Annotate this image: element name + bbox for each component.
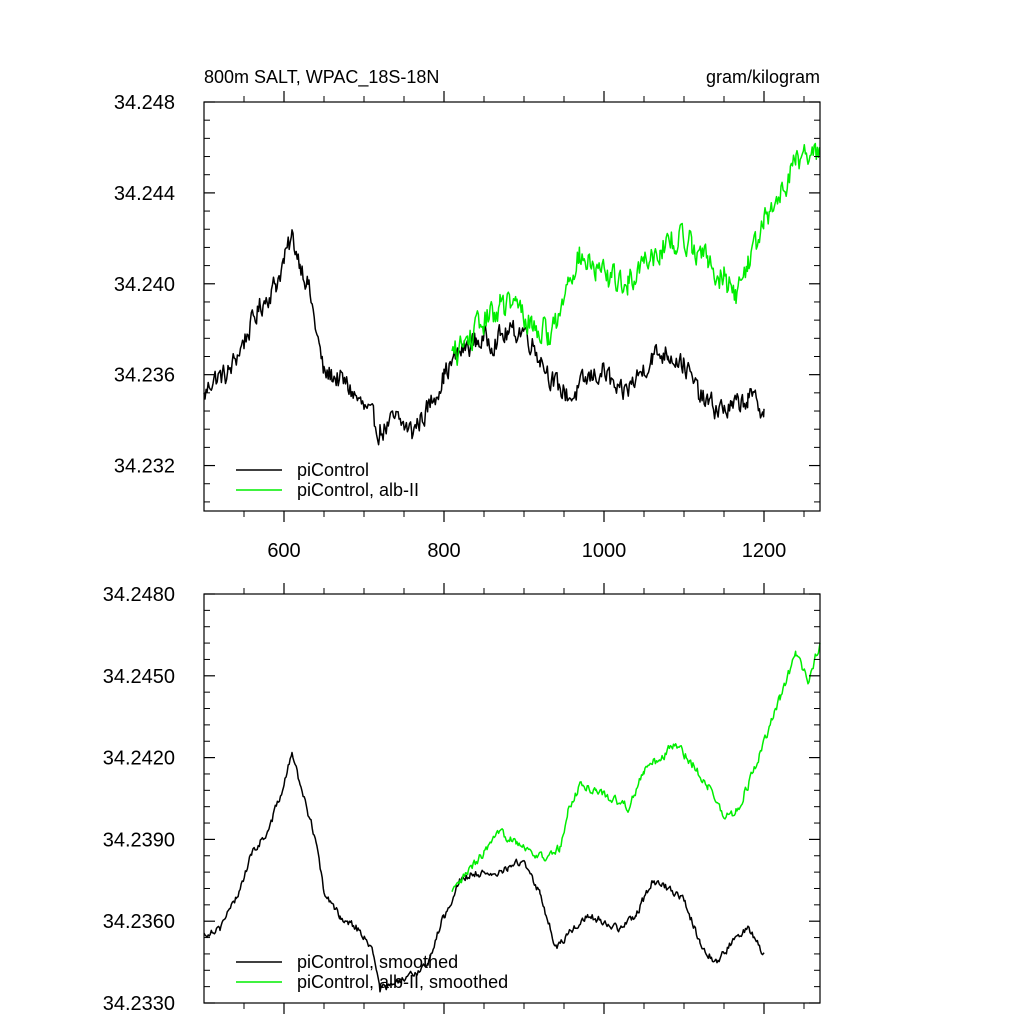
bottom-legend-label-0: piControl, smoothed xyxy=(297,952,458,972)
top-title-right: gram/kilogram xyxy=(706,67,820,87)
top-xtick-label-0: 600 xyxy=(267,540,300,562)
bottom-ytick-label-2: 34.2390 xyxy=(103,829,175,851)
top-series-1-line xyxy=(451,142,821,366)
bottom-ytick-label-0: 34.2330 xyxy=(103,993,175,1015)
top-legend: piControl piControl, alb-II xyxy=(236,460,419,500)
top-plot-lines xyxy=(203,142,821,446)
top-xtick-label-1: 800 xyxy=(427,540,460,562)
bottom-series-1-line xyxy=(451,642,821,893)
bottom-axis-ticks: 34.2330 34.2360 34.2390 34.2420 34.2450 34.24… xyxy=(103,583,820,1015)
top-ytick-label-1: 34.236 xyxy=(114,365,175,387)
bottom-plot-frame xyxy=(203,593,821,1004)
top-title-left: 800m SALT, WPAC_18S-18N xyxy=(204,67,439,88)
bottom-ytick-label-1: 34.2360 xyxy=(103,911,175,933)
bottom-ytick-label-3: 34.2420 xyxy=(103,748,175,770)
top-xtick-label-2: 1000 xyxy=(582,540,627,562)
top-series-0-line xyxy=(203,229,765,446)
top-xtick-label-3: 1200 xyxy=(742,540,787,562)
top-ytick-label-3: 34.244 xyxy=(114,183,175,205)
bottom-ytick-label-4: 34.2450 xyxy=(103,666,175,688)
top-ytick-label-0: 34.232 xyxy=(114,456,175,478)
bottom-panel: 34.2330 34.2360 34.2390 34.2420 34.2450 34.24… xyxy=(103,583,821,1015)
bottom-legend-label-1: piControl, alb-II, smoothed xyxy=(297,972,508,992)
bottom-plot-lines xyxy=(203,642,821,993)
top-axis-ticks: 34.232 34.236 34.240 34.244 34.248 600 800 1000… xyxy=(114,91,820,562)
top-legend-label-0: piControl xyxy=(297,460,369,480)
top-legend-label-1: piControl, alb-II xyxy=(297,480,419,500)
top-ytick-label-2: 34.240 xyxy=(114,274,175,296)
bottom-ytick-label-5: 34.2480 xyxy=(103,584,175,606)
top-panel: 800m SALT, WPAC_18S-18N gram/kilogram 34… xyxy=(114,67,821,562)
top-ytick-label-4: 34.248 xyxy=(114,92,175,114)
top-plot-frame xyxy=(203,101,821,512)
bottom-legend: piControl, smoothed piControl, alb-II, s… xyxy=(236,952,508,992)
bottom-series-0-line xyxy=(203,751,765,993)
